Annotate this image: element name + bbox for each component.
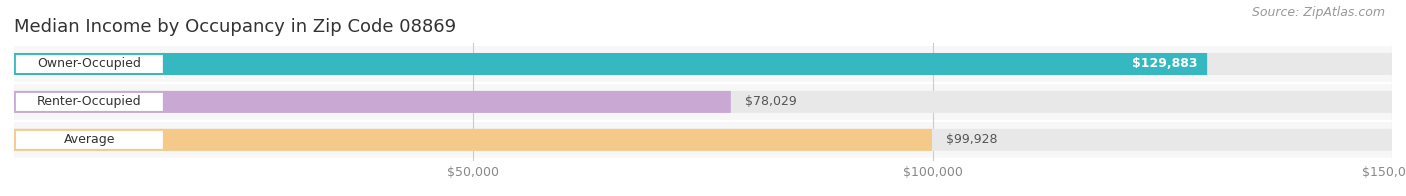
FancyBboxPatch shape	[14, 129, 1392, 151]
Text: $129,883: $129,883	[1132, 57, 1198, 71]
FancyBboxPatch shape	[14, 84, 1392, 120]
Text: $99,928: $99,928	[946, 133, 997, 146]
Text: Median Income by Occupancy in Zip Code 08869: Median Income by Occupancy in Zip Code 0…	[14, 18, 456, 36]
FancyBboxPatch shape	[15, 131, 163, 149]
FancyBboxPatch shape	[14, 53, 1392, 75]
FancyBboxPatch shape	[15, 55, 163, 73]
FancyBboxPatch shape	[14, 91, 1392, 113]
Text: Source: ZipAtlas.com: Source: ZipAtlas.com	[1251, 6, 1385, 19]
Text: Renter-Occupied: Renter-Occupied	[37, 95, 142, 108]
Text: $78,029: $78,029	[745, 95, 796, 108]
FancyBboxPatch shape	[14, 53, 1208, 75]
Text: Owner-Occupied: Owner-Occupied	[38, 57, 142, 71]
FancyBboxPatch shape	[14, 46, 1392, 82]
FancyBboxPatch shape	[14, 91, 731, 113]
FancyBboxPatch shape	[15, 93, 163, 111]
Text: Average: Average	[63, 133, 115, 146]
FancyBboxPatch shape	[14, 122, 1392, 158]
FancyBboxPatch shape	[14, 129, 932, 151]
